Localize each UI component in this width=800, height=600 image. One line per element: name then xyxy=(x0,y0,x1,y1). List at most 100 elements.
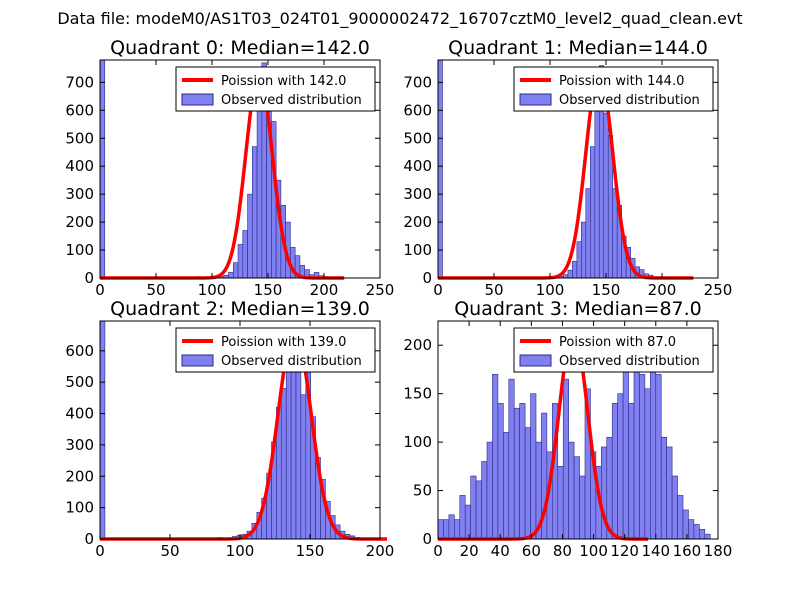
x-tick-label: 140 xyxy=(641,542,670,560)
legend-bar-swatch xyxy=(519,354,552,367)
panel-quadrant-2: Quadrant 2: Median=139.0 0 50 100 150 200 0 10… xyxy=(65,298,394,560)
histogram-bar xyxy=(530,393,537,540)
y-tick-label: 400 xyxy=(403,157,432,175)
x-tick-label: 50 xyxy=(160,542,179,560)
x-tick-label: 100 xyxy=(536,281,565,299)
histogram-bar xyxy=(557,466,564,540)
legend-bar-label: Observed distribution xyxy=(221,354,362,369)
x-tick-label: 180 xyxy=(704,542,733,560)
panel-quadrant-0: Quadrant 0: Median=142.0 0 50 100 150 200 250… xyxy=(65,37,394,299)
x-tick-label: 0 xyxy=(433,281,443,299)
histogram-bar xyxy=(611,403,618,540)
y-tick-label: 0 xyxy=(422,269,432,287)
x-tick-label: 150 xyxy=(296,542,325,560)
y-tick-label: 200 xyxy=(65,213,94,231)
x-tick-label: 150 xyxy=(254,281,283,299)
histogram-bar xyxy=(704,533,711,540)
legend-bar-swatch xyxy=(181,354,214,367)
histogram-bar xyxy=(513,407,520,540)
histogram-bar xyxy=(486,441,493,540)
legend-line-label: Poission with 142.0 xyxy=(221,74,346,89)
histogram-bar xyxy=(242,230,248,279)
y-tick-label: 500 xyxy=(65,129,94,147)
histogram-bar xyxy=(290,353,297,540)
histogram-bar xyxy=(459,495,466,540)
histogram-bar xyxy=(519,403,526,540)
histogram-bar xyxy=(585,188,591,279)
x-tick-label: 40 xyxy=(491,542,510,560)
histogram-bar xyxy=(237,244,244,279)
legend: Poission with 139.0 Observed distributio… xyxy=(175,327,376,373)
y-tick-label: 50 xyxy=(413,482,432,500)
x-tick-label: 150 xyxy=(592,281,621,299)
histogram-bar xyxy=(562,378,569,540)
histogram-bar xyxy=(693,524,700,540)
histogram-bar xyxy=(666,446,673,540)
histogram-bar xyxy=(671,475,678,540)
histogram-bar xyxy=(655,373,662,540)
x-tick-label: 0 xyxy=(95,542,105,560)
histogram-bar xyxy=(443,519,450,540)
histogram-bar xyxy=(590,146,596,279)
legend-line-label: Poission with 87.0 xyxy=(559,335,676,350)
histogram-bar xyxy=(475,480,482,540)
panel-title: Quadrant 2: Median=139.0 xyxy=(110,298,370,320)
legend: Poission with 87.0 Observed distribution xyxy=(513,327,714,373)
y-tick-label: 100 xyxy=(403,433,432,451)
x-tick-label: 250 xyxy=(704,281,733,299)
histogram-bar xyxy=(699,529,706,540)
histogram-bar xyxy=(300,394,307,540)
y-tick-label: 400 xyxy=(65,405,94,423)
histogram-bar xyxy=(622,369,629,540)
histogram-bar xyxy=(639,373,646,540)
y-tick-label: 300 xyxy=(65,185,94,203)
x-tick-label: 100 xyxy=(198,281,227,299)
histogram-bar xyxy=(572,260,578,279)
y-tick-label: 300 xyxy=(403,185,432,203)
panel-quadrant-3: Quadrant 3: Median=87.0 0 20 40 60 80 100 120 1… xyxy=(403,298,732,560)
x-tick-label: 250 xyxy=(366,281,395,299)
y-tick-label: 150 xyxy=(403,385,432,403)
x-tick-label: 50 xyxy=(484,281,503,299)
x-tick-label: 0 xyxy=(95,281,105,299)
histogram-bar xyxy=(448,514,455,540)
histogram-bar xyxy=(437,59,443,279)
y-tick-label: 100 xyxy=(65,241,94,259)
x-tick-label: 100 xyxy=(226,542,255,560)
histogram-bar xyxy=(688,519,695,540)
histogram-bar xyxy=(437,519,444,540)
histogram-bar xyxy=(281,388,287,540)
histogram-bar xyxy=(99,59,106,279)
y-tick-label: 100 xyxy=(403,241,432,259)
x-tick-label: 200 xyxy=(310,281,339,299)
histogram-bar xyxy=(644,388,651,540)
y-tick-label: 600 xyxy=(403,101,432,119)
histogram-bar xyxy=(503,432,510,540)
histogram-bar xyxy=(573,456,580,540)
histogram-bar xyxy=(576,241,582,279)
histogram-bar xyxy=(252,146,258,279)
legend-bar-swatch xyxy=(181,93,214,106)
histogram-bar xyxy=(524,427,531,540)
legend: Poission with 144.0 Observed distributio… xyxy=(513,66,714,112)
histogram-bar xyxy=(470,475,477,540)
x-tick-label: 160 xyxy=(673,542,702,560)
panel-quadrant-1: Quadrant 1: Median=144.0 0 50 100 150 200 250… xyxy=(403,37,732,299)
panel-title: Quadrant 3: Median=87.0 xyxy=(454,298,702,320)
x-tick-label: 80 xyxy=(553,542,572,560)
histogram-bar xyxy=(603,112,609,279)
x-tick-label: 100 xyxy=(579,542,608,560)
y-tick-label: 200 xyxy=(403,213,432,231)
panel-title: Quadrant 1: Median=144.0 xyxy=(448,37,708,59)
histogram-bar xyxy=(247,193,253,279)
histogram-bar xyxy=(579,475,586,540)
y-tick-label: 0 xyxy=(84,269,94,287)
histogram-bar xyxy=(232,262,239,279)
legend-bar-swatch xyxy=(519,93,552,106)
y-tick-label: 300 xyxy=(65,436,94,454)
y-tick-label: 100 xyxy=(65,499,94,517)
panel-title: Quadrant 0: Median=142.0 xyxy=(110,37,370,59)
x-tick-label: 200 xyxy=(648,281,677,299)
legend-line-label: Poission with 139.0 xyxy=(221,335,346,350)
